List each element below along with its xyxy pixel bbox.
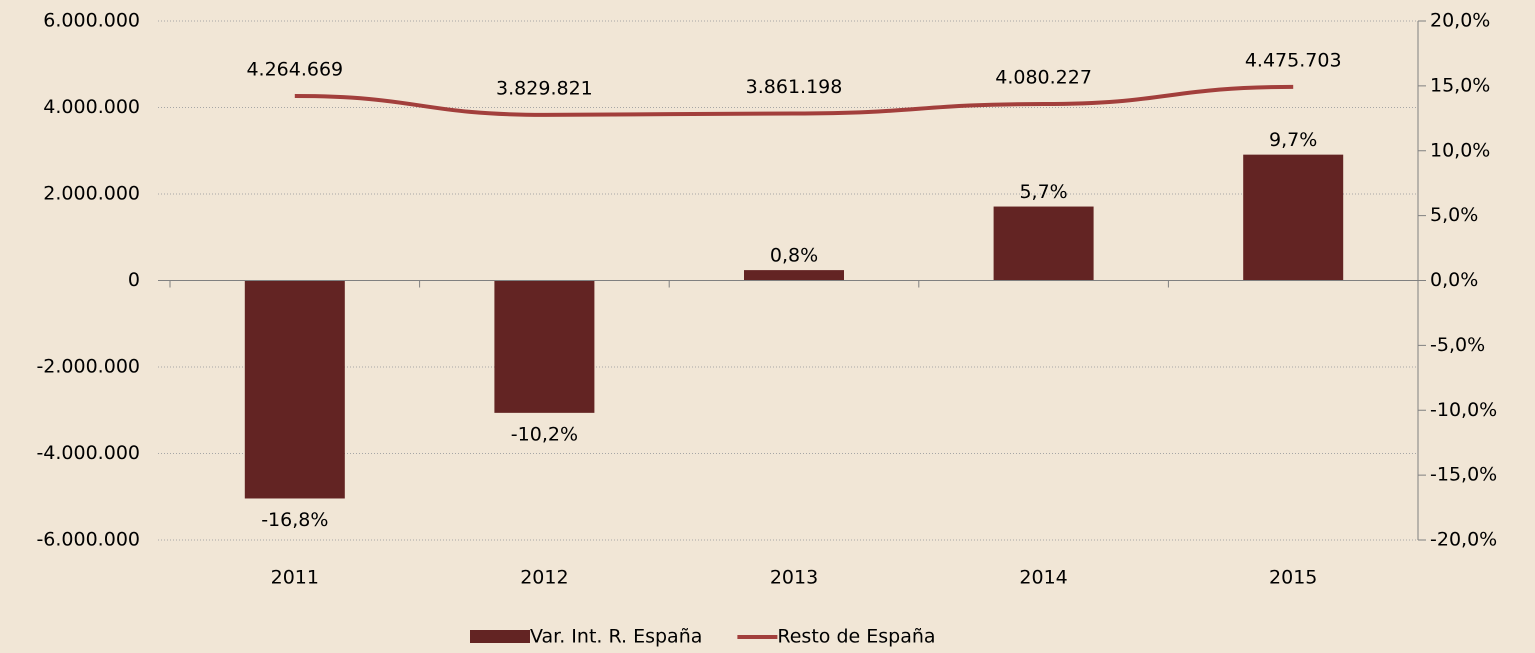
- y2-tick-label: 20,0%: [1430, 10, 1490, 32]
- bar: [744, 270, 844, 281]
- y2-tick-label: 0,0%: [1430, 269, 1478, 291]
- y-tick-label: 2.000.000: [43, 183, 140, 205]
- x-tick-label: 2011: [271, 567, 319, 589]
- line: [294, 84, 1294, 117]
- x-tick-label: 2015: [1269, 567, 1317, 589]
- bar-value-label: 0,8%: [770, 245, 818, 267]
- x-tick-label: 2012: [520, 567, 568, 589]
- y-tick-label: -6.000.000: [36, 529, 140, 551]
- y2-tick-label: -10,0%: [1430, 399, 1497, 421]
- line-value-label: 3.829.821: [496, 77, 593, 99]
- line-value-label: 4.475.703: [1245, 49, 1342, 71]
- bar: [1243, 154, 1344, 281]
- y2-tick-label: -20,0%: [1430, 529, 1497, 551]
- y-tick-label: -2.000.000: [36, 356, 140, 378]
- bar: [494, 280, 595, 413]
- y2-tick-label: -15,0%: [1430, 464, 1497, 486]
- bar: [993, 206, 1094, 281]
- bar-value-label: -10,2%: [511, 423, 578, 445]
- y2-tick-label: 15,0%: [1430, 74, 1490, 96]
- bar-value-label: 9,7%: [1269, 129, 1317, 151]
- legend-label: Var. Int. R. España: [530, 626, 702, 648]
- bar-value-label: -16,8%: [261, 509, 328, 531]
- bar-value-label: 5,7%: [1019, 181, 1067, 203]
- line-value-label: 4.080.227: [995, 67, 1092, 89]
- y-tick-label: 0: [128, 269, 140, 291]
- legend-label: Resto de España: [777, 626, 935, 648]
- legend-swatch: [470, 630, 530, 643]
- y2-tick-label: 10,0%: [1430, 139, 1490, 161]
- x-tick-label: 2013: [770, 567, 818, 589]
- bar: [244, 280, 345, 499]
- y-tick-label: -4.000.000: [36, 442, 140, 464]
- y-tick-label: 4.000.000: [43, 96, 140, 118]
- y2-tick-label: 5,0%: [1430, 204, 1478, 226]
- x-tick-label: 2014: [1019, 567, 1067, 589]
- line-value-label: 3.861.198: [746, 76, 843, 98]
- y-tick-label: 6.000.000: [43, 10, 140, 32]
- line-value-label: 4.264.669: [246, 59, 343, 81]
- y2-tick-label: -5,0%: [1430, 334, 1485, 356]
